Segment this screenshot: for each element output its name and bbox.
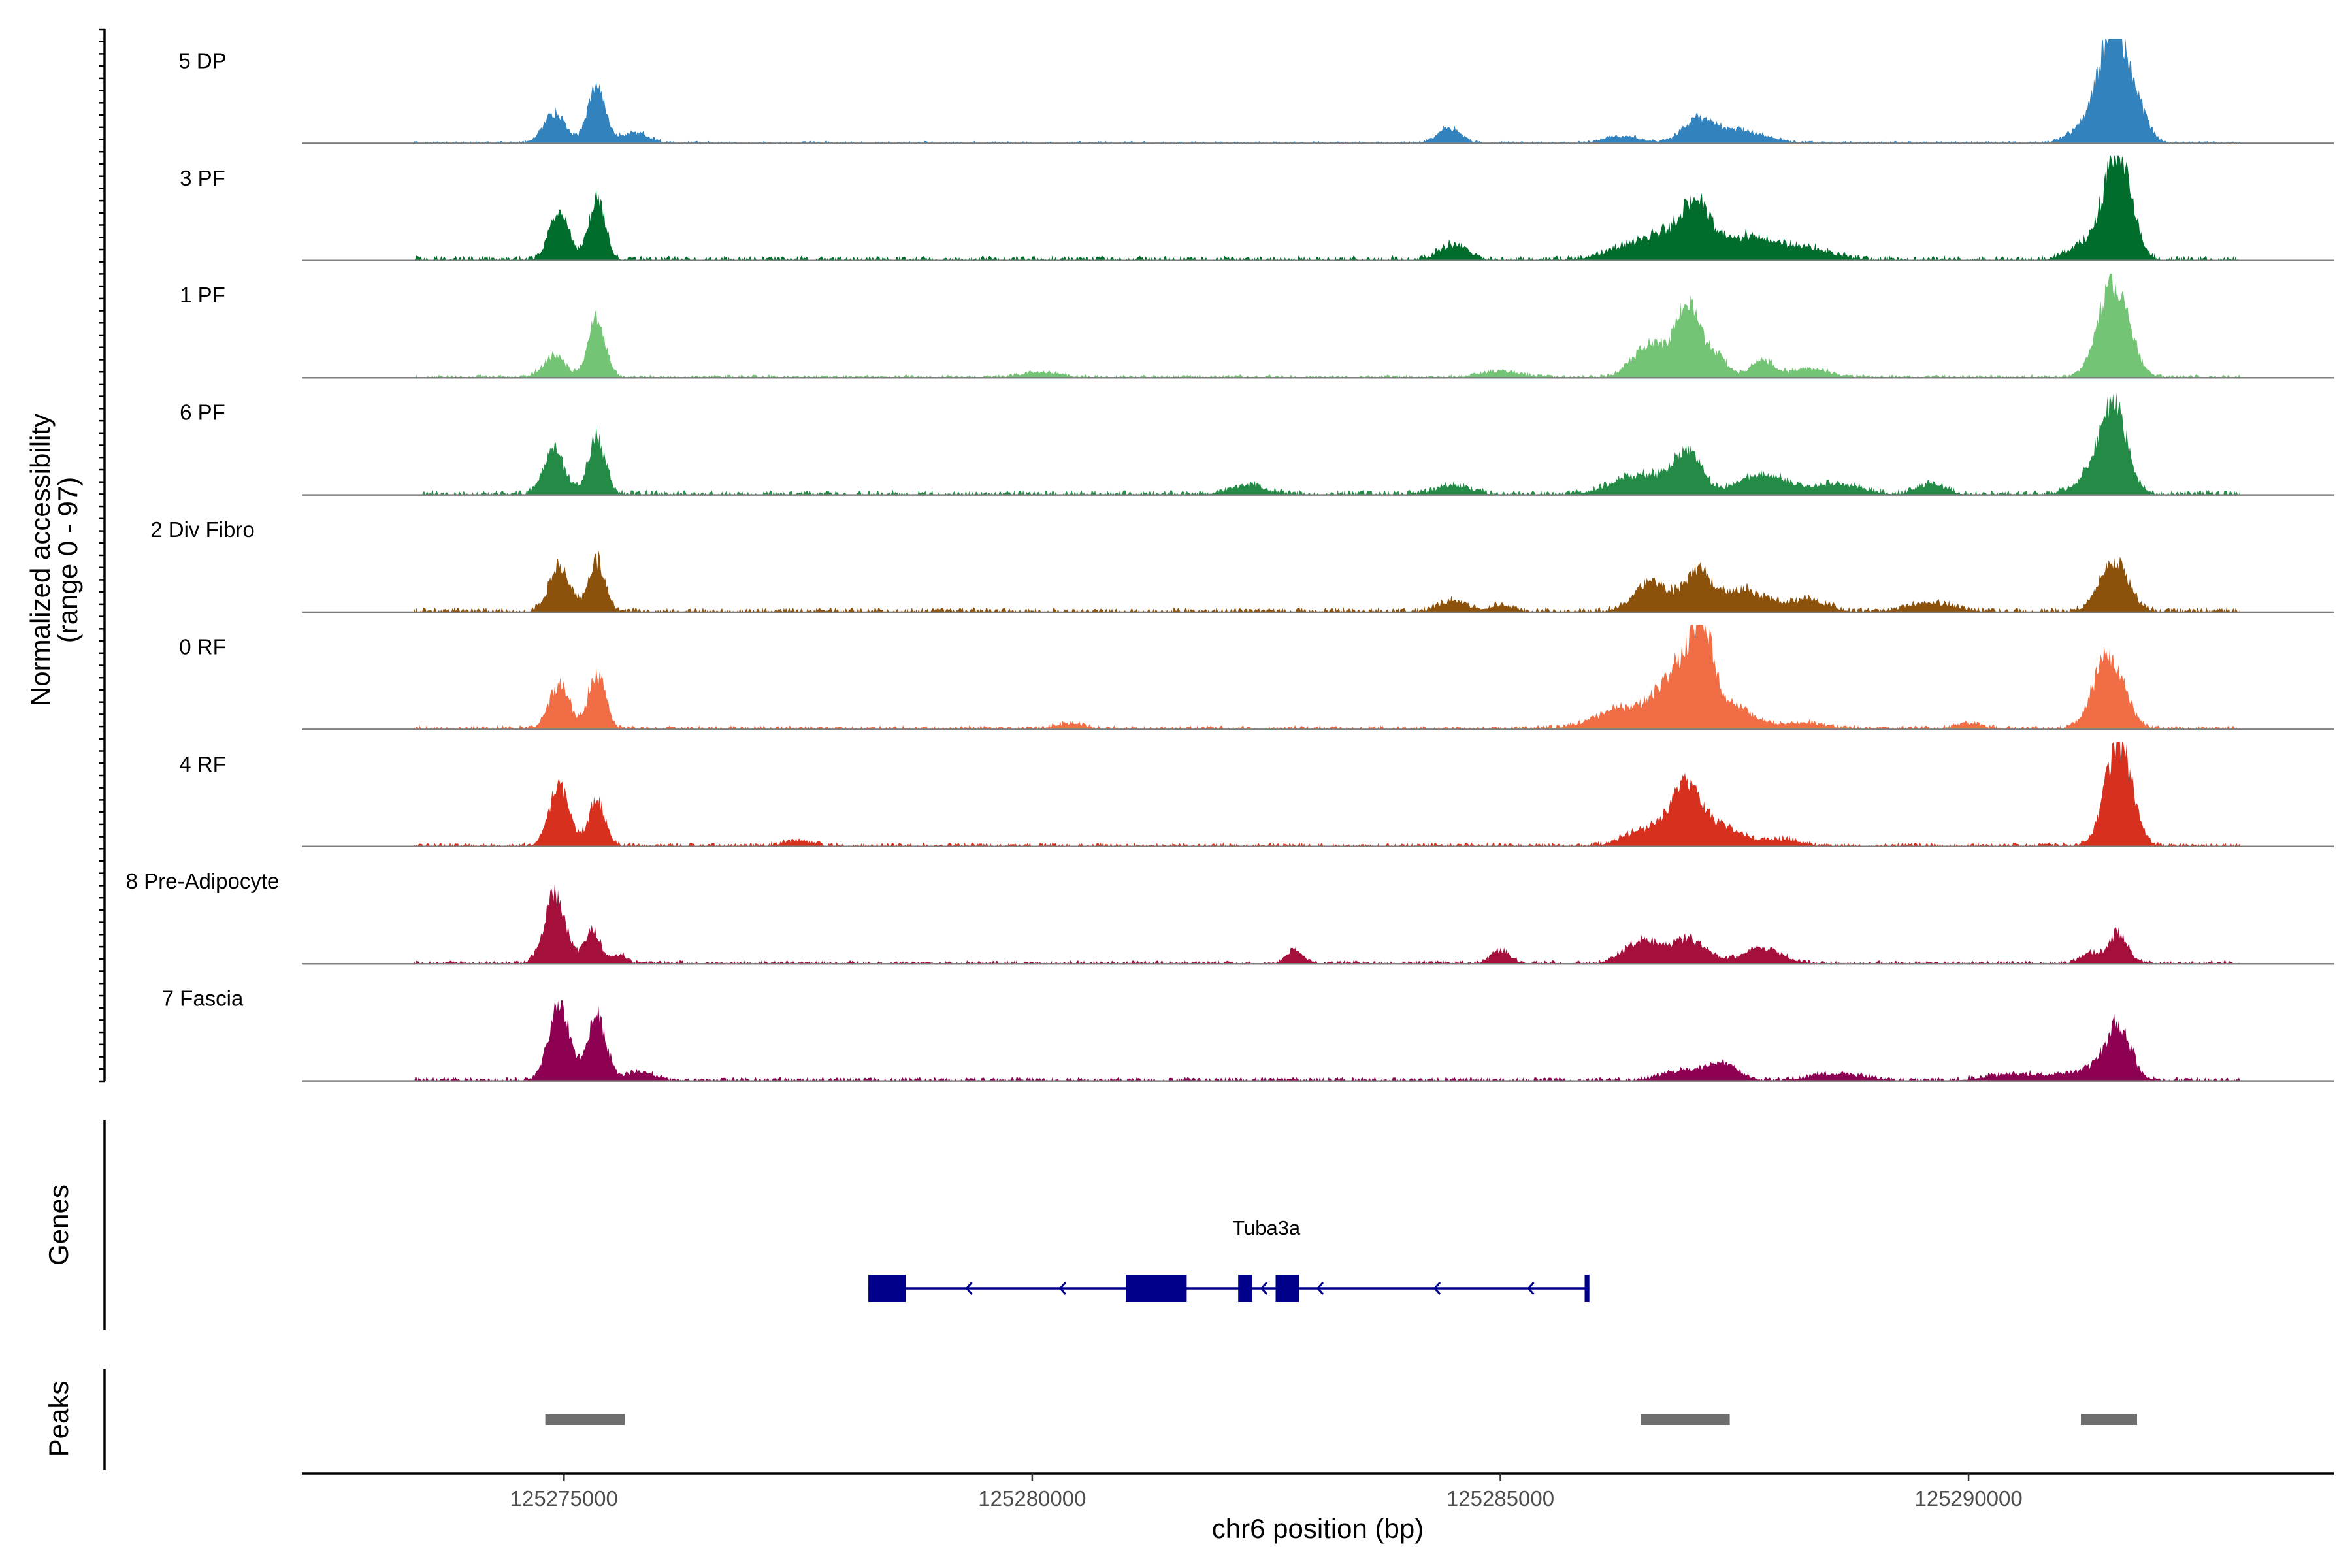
peak-region (1641, 1414, 1730, 1425)
x-tick-label: 125280000 (978, 1486, 1086, 1511)
track-0: 5 DP (178, 39, 2334, 144)
track-label: 8 Pre-Adipocyte (126, 869, 280, 893)
x-axis: 125275000 125280000 125285000 125290000 chr… (302, 1472, 2334, 1544)
coverage-area (414, 625, 2240, 730)
x-tick-label: 125290000 (1915, 1486, 2023, 1511)
gene-label: Tuba3a (1232, 1217, 1301, 1239)
track-3: 6 PF (180, 392, 2334, 496)
track-label: 5 DP (178, 48, 226, 73)
coverage-area (414, 39, 2240, 144)
coverage-area (414, 742, 2240, 847)
peak-bars (545, 1414, 2137, 1425)
peaks-panel-title: Peaks (43, 1381, 74, 1458)
track-label: 3 PF (180, 166, 225, 190)
coverage-area (414, 155, 2240, 261)
strand-arrow (1260, 1282, 1268, 1295)
strand-arrow (1433, 1282, 1441, 1295)
peaks-panel: Peaks (43, 1369, 2137, 1470)
gene-0: Tuba3a (868, 1217, 1590, 1302)
gene-exon (868, 1275, 906, 1302)
track-label: 2 Div Fibro (150, 517, 255, 542)
coverage-area (414, 550, 2240, 612)
track-label: 7 Fascia (162, 987, 244, 1011)
coverage-area (414, 1000, 2240, 1081)
genes-panel: Genes Tuba3a (43, 1120, 1590, 1330)
x-tick-label: 125275000 (510, 1486, 618, 1511)
track-7: 8 Pre-Adipocyte (126, 869, 2334, 965)
strand-arrow (1527, 1282, 1535, 1295)
track-1: 3 PF (180, 155, 2334, 262)
strand-arrow (1316, 1282, 1324, 1295)
track-2: 1 PF (180, 273, 2334, 379)
genes-panel-title: Genes (43, 1184, 74, 1266)
coverage-tracks: 5 DP 3 PF 1 PF 6 PF 2 Div Fibro 0 RF 4 RF 8 Pre… (126, 39, 2334, 1082)
coverage-area (414, 273, 2240, 378)
gene-exon (1238, 1275, 1252, 1302)
coverage-area (414, 392, 2240, 495)
track-label: 0 RF (179, 634, 226, 659)
strand-arrow (1058, 1282, 1067, 1295)
y-axis-title: Normalized accessibility (range 0 - 97) (25, 414, 83, 706)
gene-exon (1584, 1275, 1590, 1302)
y-axis-title-line1: Normalized accessibility (25, 414, 56, 706)
gene-models: Tuba3a (868, 1217, 1590, 1302)
strand-arrow (965, 1282, 973, 1295)
x-axis-title: chr6 position (bp) (1212, 1513, 1424, 1544)
x-tick-label: 125285000 (1446, 1486, 1554, 1511)
coverage-area (414, 883, 2240, 964)
track-5: 0 RF (179, 625, 2334, 730)
track-label: 6 PF (180, 400, 225, 425)
track-4: 2 Div Fibro (150, 517, 2334, 613)
peak-region (2081, 1414, 2137, 1425)
track-6: 4 RF (179, 742, 2334, 848)
track-label: 4 RF (179, 752, 226, 776)
y-axis-title-line2: (range 0 - 97) (52, 477, 83, 643)
peak-region (545, 1414, 625, 1425)
track-label: 1 PF (180, 283, 225, 307)
track-8: 7 Fascia (162, 987, 2334, 1082)
coverage-axis (99, 28, 106, 1083)
x-ticks: 125275000 125280000 125285000 125290000 (510, 1473, 2023, 1511)
gene-exon (1275, 1275, 1299, 1302)
gene-exon (1126, 1275, 1187, 1302)
